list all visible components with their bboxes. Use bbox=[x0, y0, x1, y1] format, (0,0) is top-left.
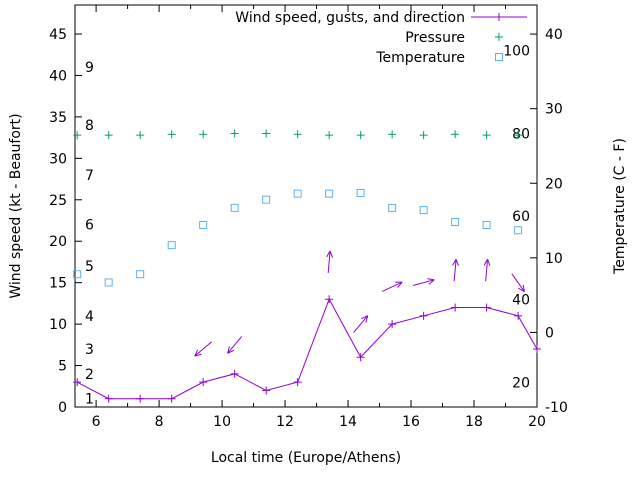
temperature-series bbox=[73, 188, 523, 287]
svg-text:10: 10 bbox=[545, 251, 563, 267]
svg-text:10: 10 bbox=[213, 414, 231, 430]
svg-text:20: 20 bbox=[512, 375, 530, 391]
svg-text:6: 6 bbox=[92, 414, 101, 430]
svg-text:10: 10 bbox=[49, 317, 67, 333]
svg-text:5: 5 bbox=[85, 259, 94, 275]
svg-text:3: 3 bbox=[85, 342, 94, 358]
wind-direction-arrows bbox=[194, 250, 525, 357]
svg-text:5: 5 bbox=[58, 359, 67, 375]
svg-text:1: 1 bbox=[85, 392, 94, 408]
svg-text:30: 30 bbox=[545, 102, 563, 118]
svg-text:20: 20 bbox=[49, 234, 67, 250]
svg-text:15: 15 bbox=[49, 276, 67, 292]
svg-text:0: 0 bbox=[545, 325, 554, 341]
svg-text:40: 40 bbox=[49, 68, 67, 84]
svg-text:35: 35 bbox=[49, 110, 67, 126]
y-left-axis-title: Wind speed (kt - Beaufort) bbox=[8, 113, 24, 299]
svg-text:20: 20 bbox=[528, 414, 546, 430]
svg-text:8: 8 bbox=[85, 118, 94, 134]
svg-text:80: 80 bbox=[512, 126, 530, 142]
y-right-axis-ticks: -10 0 10 20 30 40 bbox=[530, 27, 568, 416]
svg-text:14: 14 bbox=[339, 414, 357, 430]
svg-text:4: 4 bbox=[85, 309, 94, 325]
svg-text:18: 18 bbox=[465, 414, 483, 430]
svg-text:20: 20 bbox=[545, 176, 563, 192]
plot-border bbox=[74, 4, 538, 408]
svg-text:9: 9 bbox=[85, 60, 94, 76]
svg-text:8: 8 bbox=[155, 414, 164, 430]
svg-text:45: 45 bbox=[49, 27, 67, 43]
svg-text:-10: -10 bbox=[545, 400, 568, 416]
svg-text:Pressure: Pressure bbox=[405, 30, 465, 46]
svg-text:12: 12 bbox=[276, 414, 294, 430]
svg-text:40: 40 bbox=[545, 27, 563, 43]
svg-text:16: 16 bbox=[402, 414, 420, 430]
pressure-series bbox=[73, 129, 523, 140]
svg-text:6: 6 bbox=[85, 218, 94, 234]
fahrenheit-scale-labels: 20 40 60 80 100 bbox=[503, 43, 530, 391]
x-axis-ticks: 6 8 10 12 14 16 18 20 bbox=[92, 5, 546, 430]
svg-text:25: 25 bbox=[49, 193, 67, 209]
svg-text:7: 7 bbox=[85, 168, 94, 184]
y-right-axis-title: Temperature (C - F) bbox=[612, 138, 628, 274]
svg-text:30: 30 bbox=[49, 151, 67, 167]
svg-text:0: 0 bbox=[58, 400, 67, 416]
svg-text:Wind speed, gusts, and directi: Wind speed, gusts, and direction bbox=[235, 10, 465, 26]
beaufort-scale-labels: 1 2 3 4 5 6 7 8 9 bbox=[85, 60, 94, 408]
wind-speed-series bbox=[73, 295, 541, 403]
svg-text:2: 2 bbox=[85, 367, 94, 383]
legend: Wind speed, gusts, and direction Pressure… bbox=[235, 10, 527, 66]
svg-text:60: 60 bbox=[512, 209, 530, 225]
svg-text:Temperature: Temperature bbox=[375, 50, 465, 66]
y-left-axis-ticks: 0 5 10 15 20 25 30 35 40 45 bbox=[49, 27, 82, 416]
x-axis-title: Local time (Europe/Athens) bbox=[210, 450, 402, 466]
svg-text:100: 100 bbox=[503, 43, 530, 59]
svg-text:40: 40 bbox=[512, 293, 530, 309]
